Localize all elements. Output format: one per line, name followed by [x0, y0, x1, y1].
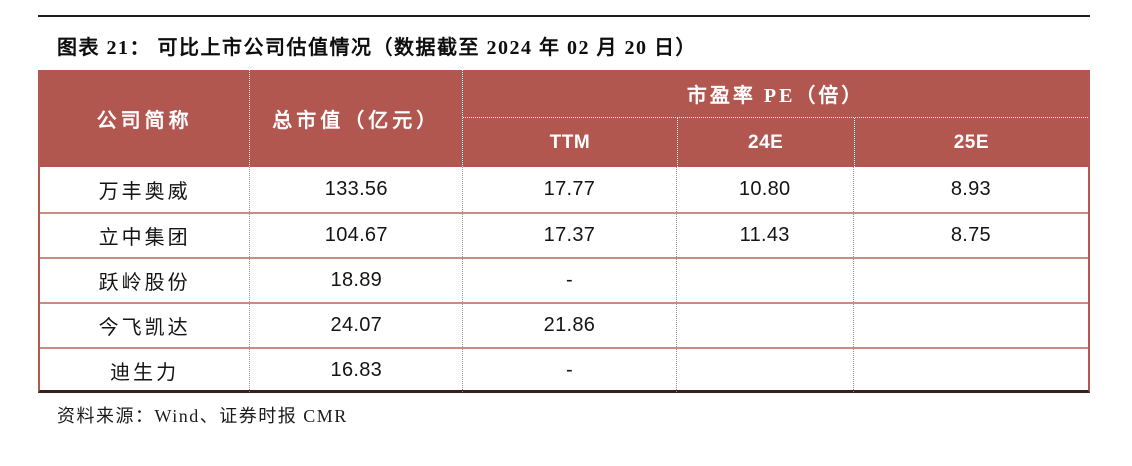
source-note: 资料来源：Wind、证券时报 CMR: [57, 406, 348, 426]
cell-pe-ttm: 21.86: [463, 304, 677, 347]
table-row: 迪生力 16.83 -: [40, 347, 1088, 392]
cell-company: 跃岭股份: [40, 259, 251, 302]
table-row: 立中集团 104.67 17.37 11.43 8.75: [40, 212, 1088, 257]
cell-pe-24e: [677, 259, 854, 302]
valuation-table: 公司简称 总市值（亿元） 市盈率 PE（倍） TTM 24E 25E 万丰奥威 …: [38, 70, 1090, 393]
cell-market-cap: 104.67: [250, 214, 464, 257]
header-company: 公司简称: [40, 70, 251, 167]
cell-pe-24e: 10.80: [677, 167, 854, 212]
cell-pe-ttm: -: [463, 349, 677, 392]
cell-market-cap: 18.89: [250, 259, 464, 302]
table-body: 万丰奥威 133.56 17.77 10.80 8.93 立中集团 104.67…: [40, 167, 1088, 392]
header-24e: 24E: [676, 118, 854, 167]
cell-pe-ttm: 17.37: [463, 214, 677, 257]
cell-market-cap: 24.07: [250, 304, 464, 347]
cell-pe-25e: [854, 259, 1088, 302]
cell-pe-25e: [854, 349, 1088, 392]
top-divider-rule: [38, 15, 1090, 17]
cell-market-cap: 16.83: [250, 349, 464, 392]
header-25e: 25E: [853, 118, 1088, 167]
cell-market-cap: 133.56: [250, 167, 464, 212]
cell-company: 万丰奥威: [40, 167, 251, 212]
cell-pe-25e: [854, 304, 1088, 347]
table-row: 今飞凯达 24.07 21.86: [40, 302, 1088, 347]
cell-pe-24e: 11.43: [677, 214, 854, 257]
table-row: 跃岭股份 18.89 -: [40, 257, 1088, 302]
cell-company: 今飞凯达: [40, 304, 251, 347]
header-pe-group: 市盈率 PE（倍）: [463, 70, 1088, 118]
table-caption: 图表 21： 可比上市公司估值情况（数据截至 2024 年 02 月 20 日）: [57, 37, 697, 59]
cell-pe-ttm: -: [463, 259, 677, 302]
header-market-cap: 总市值（亿元）: [250, 70, 464, 167]
table-row: 万丰奥威 133.56 17.77 10.80 8.93: [40, 167, 1088, 212]
cell-company: 迪生力: [40, 349, 251, 392]
cell-pe-24e: [677, 304, 854, 347]
header-ttm: TTM: [549, 131, 591, 153]
cell-company: 立中集团: [40, 214, 251, 257]
cell-pe-24e: [677, 349, 854, 392]
cell-pe-25e: 8.75: [950, 224, 991, 246]
table-header: 公司简称 总市值（亿元） 市盈率 PE（倍） TTM 24E 25E: [40, 70, 1088, 167]
cell-pe-ttm: 17.77: [463, 167, 677, 212]
cell-pe-25e: 8.93: [950, 178, 991, 200]
